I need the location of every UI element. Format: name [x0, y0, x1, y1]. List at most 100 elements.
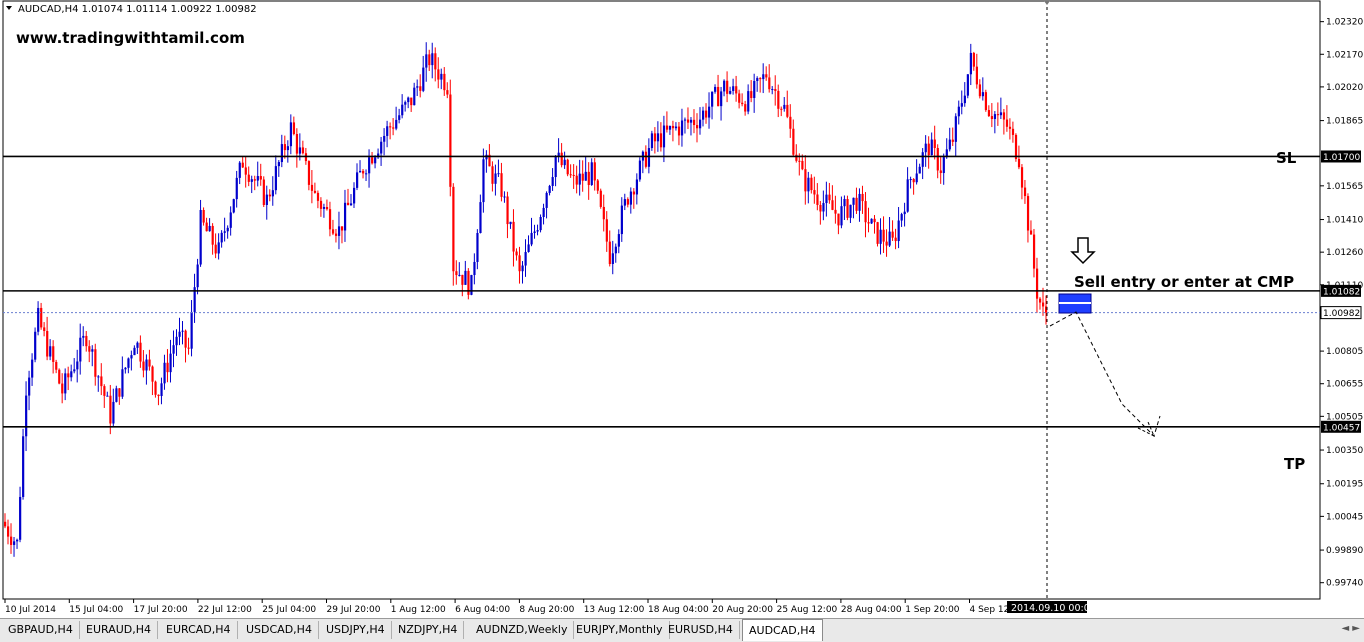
candle-body [377, 153, 380, 158]
down-arrow-icon [1070, 237, 1096, 265]
candle-body [975, 66, 979, 85]
candle-body [157, 394, 160, 397]
candle-body [214, 244, 217, 254]
candle-body [10, 536, 13, 545]
candle-body [232, 199, 235, 213]
candle-body [16, 539, 19, 542]
candle-body [897, 220, 900, 242]
candle-body [380, 141, 383, 154]
candle-body [1045, 306, 1048, 313]
candle-body [990, 116, 994, 120]
tab-usdjpy-h4[interactable]: USDJPY,H4 [320, 621, 392, 639]
candle-body [181, 330, 184, 332]
candle-body [1032, 234, 1036, 269]
entry-annotation: Sell entry or enter at CMP [1074, 273, 1294, 291]
candle-body [647, 148, 651, 167]
candle-body [939, 170, 942, 174]
candle-body [476, 233, 479, 262]
tab-eurcad-h4[interactable]: EURCAD,H4 [160, 621, 238, 639]
candle-body [295, 134, 299, 154]
candle-body [879, 229, 882, 244]
time-tick-label: 4 Sep 12:00 [970, 605, 1025, 615]
candle-body [346, 202, 350, 206]
candle-body [656, 133, 660, 142]
candle-body [1035, 268, 1039, 299]
candle-body [671, 125, 675, 129]
candle-body [948, 139, 951, 150]
candle-body [151, 366, 154, 382]
candle-body [253, 179, 256, 181]
price-tick-label: 1.01865 [1326, 117, 1363, 127]
menu-triangle-icon[interactable] [6, 6, 12, 10]
candle-body [145, 359, 148, 371]
candle-body [124, 367, 127, 370]
tab-eurusd-h4[interactable]: EURUSD,H4 [662, 621, 740, 639]
candle-body [94, 349, 97, 377]
candle-body [142, 361, 145, 371]
tab-gbpaud-h4[interactable]: GBPAUD,H4 [2, 621, 80, 639]
candle-body [193, 287, 196, 312]
candle-body [807, 177, 810, 192]
candle-body [112, 401, 115, 424]
candle-body [473, 261, 476, 276]
time-tick-label: 1 Aug 12:00 [391, 605, 446, 615]
candle-body [310, 184, 314, 191]
candle-body [398, 115, 401, 120]
candle-body [440, 73, 443, 80]
candle-body [277, 162, 280, 167]
tab-eurjpy-monthly[interactable]: EURJPY,Monthly [570, 621, 670, 639]
candle-body [963, 95, 966, 104]
candle-body [804, 169, 807, 192]
price-tick-label: 0.99890 [1326, 546, 1363, 556]
candle-body [753, 81, 756, 98]
candle-body [1020, 167, 1024, 188]
candle-body [981, 92, 985, 97]
candle-body [368, 157, 371, 174]
tab-audnzd-weekly[interactable]: AUDNZD,Weekly [470, 621, 575, 639]
candle-body [599, 190, 602, 207]
projection-arrowhead-icon [1137, 421, 1155, 438]
candle-body [864, 201, 867, 223]
candle-body [822, 203, 825, 212]
candle-body [756, 78, 759, 82]
candle-body [407, 97, 410, 103]
candle-body [166, 362, 169, 373]
candle-body [322, 207, 326, 209]
candle-body [942, 157, 945, 174]
candle-body [714, 86, 717, 92]
tab-scroll-arrows[interactable]: ◄ ► [1341, 623, 1360, 634]
candle-body [22, 436, 25, 497]
candle-body [689, 119, 693, 123]
candle-body [680, 120, 684, 136]
candle-body [605, 219, 608, 242]
candle-body [711, 91, 714, 107]
candle-body [130, 355, 133, 359]
tab-audcad-h4[interactable]: AUDCAD,H4 [742, 619, 823, 641]
candle-body [650, 133, 654, 149]
candle-body [178, 331, 181, 337]
tab-euraud-h4[interactable]: EURAUD,H4 [80, 621, 159, 639]
candle-body [343, 202, 347, 231]
candle-body [67, 373, 70, 378]
candle-body [825, 194, 828, 204]
candle-body [40, 307, 43, 328]
tab-nzdjpy-h4[interactable]: NZDJPY,H4 [392, 621, 465, 639]
candle-body [512, 221, 515, 252]
price-tick-label: 1.01260 [1326, 248, 1363, 258]
candle-body [699, 119, 702, 129]
time-tick-label: 15 Jul 04:00 [69, 605, 123, 615]
candle-body [801, 160, 804, 170]
candle-body [638, 160, 642, 180]
candle-body [972, 52, 975, 67]
candle-body [506, 196, 509, 225]
tp-label: TP [1284, 455, 1305, 473]
candle-body [488, 154, 491, 167]
candle-body [677, 126, 681, 136]
tab-usdcad-h4[interactable]: USDCAD,H4 [240, 621, 319, 639]
candle-body [118, 388, 121, 397]
time-tick-label: 25 Aug 12:00 [777, 605, 838, 615]
candle-body [82, 335, 85, 338]
candle-body [334, 233, 338, 236]
candle-body [924, 143, 927, 153]
